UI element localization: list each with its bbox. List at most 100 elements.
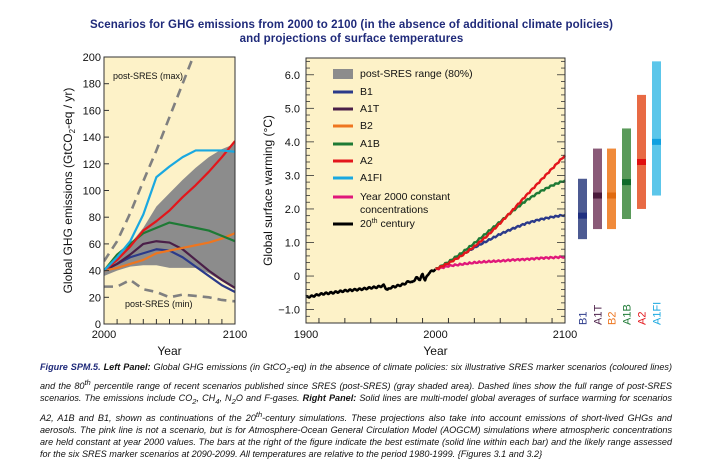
range-bar-best-estimate — [622, 179, 631, 186]
left-dashed-post-sres-max — [104, 57, 195, 262]
figure-title-line2: and projections of surface temperatures — [239, 33, 464, 45]
range-bar-a1t: A1T — [593, 148, 605, 325]
range-bar-label: A1B — [622, 304, 634, 325]
left-y-tick-label: 120 — [83, 159, 101, 171]
caption-superscript: th — [84, 378, 91, 388]
left-y-tick-label: 160 — [83, 105, 101, 117]
figure-caption: Figure SPM.5. Left Panel: Global GHG emi… — [40, 361, 672, 461]
legend-item-a1t: A1T — [333, 103, 380, 115]
legend-superscript: th — [372, 218, 378, 225]
right-y-tick-label: 1.0 — [285, 237, 300, 249]
annotation-post-sres-min: post-SRES (min) — [125, 299, 193, 309]
range-bar-b1: B1 — [578, 178, 590, 325]
legend-label: A1T — [360, 103, 380, 115]
range-bar-best-estimate — [593, 192, 602, 199]
caption-text: , CH — [196, 393, 216, 404]
range-bar-likely-range — [578, 178, 587, 240]
right-x-tick-label: 2000 — [423, 329, 447, 341]
right-y-tick-label: 3.0 — [285, 170, 300, 182]
right-y-tick-label: −1.0 — [278, 305, 300, 317]
right-ticks-group: −1.0 0 1.0 2.0 3.0 4.0 5.0 6.0 1900 2000 2100 — [278, 60, 577, 341]
caption-text: O and F-gases. — [235, 393, 303, 404]
legend-label: Year 2000 constant — [360, 191, 450, 203]
left-series-b2 — [104, 232, 235, 272]
caption-right-panel-label: Right Panel: — [302, 393, 357, 404]
range-bar-label: A2 — [637, 312, 649, 325]
left-y-tick-label: 100 — [83, 186, 101, 198]
legend-swatch — [333, 69, 353, 79]
caption-subscript: 2 — [192, 397, 197, 407]
legend-label: A1FI — [360, 172, 382, 184]
left-series-a1fi — [104, 149, 235, 272]
legend-label: 20th century — [360, 218, 416, 230]
left-y-tick-label: 20 — [89, 292, 101, 304]
caption-text: Global GHG emissions (in GtCO — [150, 362, 287, 372]
left-x-tick-label: 2100 — [223, 329, 247, 341]
right-y-axis-title: Global surface warming (°C) — [261, 115, 275, 266]
legend-item-post-sres-range-80: post-SRES range (80%) — [333, 68, 473, 80]
figure-title-line1: Scenarios for GHG emissions from 2000 to… — [89, 19, 614, 31]
legend-label: B2 — [360, 120, 373, 132]
left-y-axis-title: Global GHG emissions (GtCO2-eq / yr) — [61, 88, 77, 294]
range-bar-a1fi: A1FI — [652, 61, 664, 325]
range-bar-likely-range — [652, 61, 661, 196]
left-y-tick-label: 80 — [89, 212, 101, 224]
right-series-20th-century — [305, 268, 437, 299]
annotation-post-sres-max: post-SRES (max) — [113, 71, 183, 81]
left-y-tick-label: 40 — [89, 266, 101, 278]
legend-label-part: century — [378, 218, 416, 230]
caption-text: -century simulations. These projections … — [40, 412, 672, 460]
right-series-group — [305, 154, 566, 299]
right-y-tick-label: 2.0 — [285, 204, 300, 216]
left-dashed-post-sres-min — [104, 278, 235, 303]
left-series-a1t — [104, 240, 235, 289]
legend-label: B1 — [360, 86, 373, 98]
left-series-a2 — [104, 140, 235, 272]
right-plot-frame — [305, 57, 566, 324]
right-series-year-2000-constant-concentrations — [435, 255, 566, 271]
range-bar-likely-range — [593, 148, 602, 230]
legend-label-part: 20 — [360, 218, 372, 230]
caption-subscript: 2 — [231, 397, 236, 407]
legend-label-line2: concentrations — [360, 204, 428, 216]
legend-item-20-century: 20th century — [333, 218, 416, 230]
range-bar-best-estimate — [578, 212, 587, 219]
legend-item-b1: B1 — [333, 86, 373, 98]
right-y-tick-label: 4.0 — [285, 137, 300, 149]
left-y-tick-label: 180 — [83, 79, 101, 91]
left-ticks-group: 0 20 40 60 80 100 120 140 160 180 200 2000 2100 — [83, 52, 248, 341]
range-bar-likely-range — [622, 128, 631, 220]
axis-subscript: 2 — [68, 128, 77, 133]
range-bar-best-estimate — [652, 138, 661, 145]
range-bar-best-estimate — [637, 158, 646, 165]
left-series-group — [104, 140, 235, 293]
right-range-bars: B1 A1T B2 A1B A2 A1FI — [578, 61, 664, 325]
range-bar-best-estimate — [607, 192, 616, 199]
caption-left-panel-label: Left Panel: — [103, 362, 151, 372]
range-bar-likely-range — [637, 94, 646, 209]
left-dashed-lines-group — [104, 57, 235, 303]
left-x-tick-label: 2000 — [92, 329, 116, 341]
right-y-tick-label: 0 — [294, 271, 300, 283]
left-y-tick-label: 60 — [89, 239, 101, 251]
caption-text: , N — [219, 393, 232, 404]
caption-text: percentile range of recent scenarios pub… — [40, 381, 673, 404]
legend-label: A2 — [360, 155, 373, 167]
axis-title-part: -eq / yr) — [61, 88, 75, 129]
axis-title-part: Global GHG emissions (GtCO — [61, 133, 75, 293]
left-x-axis-title: Year — [157, 344, 181, 358]
legend-item-b2: B2 — [333, 120, 373, 132]
range-bar-label: A1FI — [652, 302, 664, 325]
right-legend: post-SRES range (80%) B1 A1T B2 A1B A2 A1FI Yea… — [333, 68, 473, 230]
right-y-tick-label: 5.0 — [285, 103, 300, 115]
left-range-area-post-sres-80 — [104, 143, 235, 290]
range-bar-b2: B2 — [607, 148, 619, 325]
right-x-axis-title: Year — [423, 344, 447, 358]
range-bar-a1b: A1B — [622, 128, 634, 325]
caption-text: Solid lines are multi-model global avera… — [40, 393, 673, 423]
range-bar-likely-range — [607, 148, 616, 230]
legend-item-a1b: A1B — [333, 138, 380, 150]
caption-subscript: 4 — [215, 397, 220, 407]
